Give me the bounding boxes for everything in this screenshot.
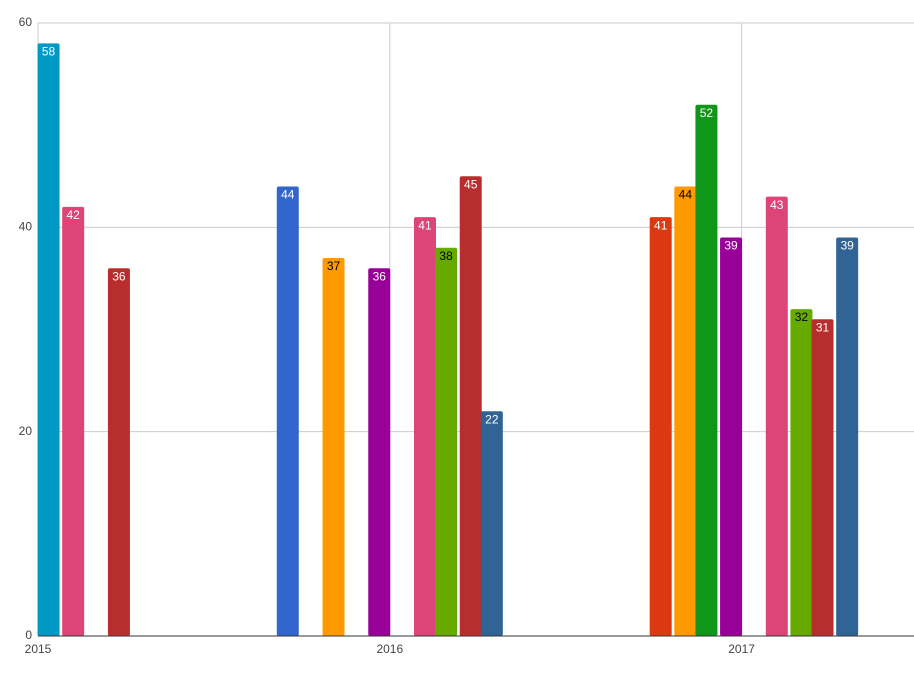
data-label: 52	[700, 106, 714, 120]
data-label: 37	[327, 259, 341, 273]
x-tick-label: 2017	[728, 642, 755, 656]
y-tick-label: 20	[19, 424, 33, 438]
bar	[107, 268, 130, 636]
data-label: 22	[485, 412, 499, 426]
bar	[674, 186, 697, 636]
data-label: 36	[112, 269, 126, 283]
bar	[368, 268, 391, 636]
bar	[62, 206, 85, 636]
bar	[811, 319, 834, 636]
data-label: 36	[373, 269, 387, 283]
x-tick-label: 2016	[376, 642, 403, 656]
bar	[836, 237, 859, 637]
data-label: 44	[281, 188, 295, 202]
y-tick-label: 40	[19, 220, 33, 234]
data-label: 58	[42, 45, 56, 59]
data-label: 42	[67, 208, 81, 222]
bar	[790, 309, 813, 636]
bar	[322, 257, 345, 636]
data-label: 45	[464, 177, 478, 191]
data-label: 39	[840, 239, 854, 253]
bar	[649, 217, 672, 636]
bar	[435, 247, 458, 636]
data-label: 44	[679, 188, 693, 202]
y-tick-label: 60	[19, 15, 33, 29]
data-label: 39	[724, 239, 738, 253]
data-label: 38	[439, 249, 453, 263]
data-label: 31	[816, 320, 830, 334]
bar	[765, 196, 788, 636]
bar	[480, 411, 503, 636]
data-label: 43	[770, 198, 784, 212]
data-label: 41	[654, 218, 668, 232]
data-label: 32	[795, 310, 809, 324]
bar	[413, 217, 436, 636]
bar	[37, 43, 60, 636]
y-tick-label: 0	[25, 628, 32, 642]
bar	[720, 237, 743, 637]
bar	[459, 176, 482, 636]
bar	[695, 104, 718, 636]
x-tick-label: 2015	[25, 642, 52, 656]
data-label: 41	[418, 218, 432, 232]
bar	[276, 186, 299, 636]
